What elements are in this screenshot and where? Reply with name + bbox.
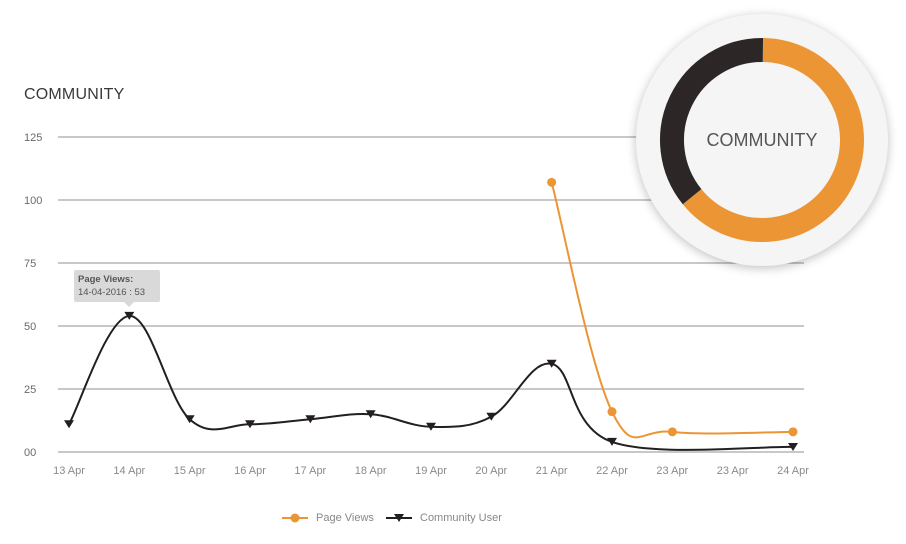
- x-tick-label: 20 Apr: [475, 465, 507, 477]
- tooltip-title: Page Views:: [78, 274, 134, 285]
- y-tick-label: 00: [24, 447, 36, 459]
- data-point: [184, 415, 195, 424]
- data-point: [365, 410, 376, 419]
- data-point: [788, 442, 798, 451]
- data-point: [607, 407, 617, 417]
- data-point: [667, 427, 677, 437]
- y-tick-label: 50: [24, 321, 36, 333]
- data-point: [546, 359, 557, 368]
- donut-card: COMMUNITY: [636, 14, 888, 266]
- chart-tooltip: Page Views: 14-04-2016 : 53: [74, 270, 160, 307]
- y-tick-label: 75: [24, 258, 36, 270]
- legend-item-page-views[interactable]: Page Views: [282, 512, 374, 524]
- triangle-marker-icon: [386, 514, 412, 522]
- data-point: [64, 420, 74, 429]
- data-point: [788, 427, 798, 437]
- data-point: [245, 420, 255, 429]
- x-tick-label: 13 Apr: [53, 465, 85, 477]
- x-tick-label: 22 Apr: [596, 465, 628, 477]
- data-point: [486, 412, 497, 421]
- legend-item-community-user[interactable]: Community User: [386, 512, 502, 524]
- circle-marker-icon: [282, 513, 308, 523]
- x-tick-label: 16 Apr: [234, 465, 266, 477]
- x-tick-label: 23 Apr: [717, 465, 749, 477]
- y-tick-label: 125: [24, 132, 42, 144]
- data-point: [305, 415, 316, 424]
- x-tick-label: 17 Apr: [294, 465, 326, 477]
- donut-center-label: COMMUNITY: [706, 129, 818, 150]
- data-point: [426, 422, 436, 431]
- x-tick-label: 19 Apr: [415, 465, 447, 477]
- y-tick-label: 25: [24, 384, 36, 396]
- data-point: [124, 311, 135, 320]
- x-tick-label: 15 Apr: [174, 465, 206, 477]
- x-tick-label: 14 Apr: [113, 465, 145, 477]
- x-tick-label: 23 Apr: [656, 465, 688, 477]
- tooltip-text: 14-04-2016 : 53: [78, 287, 146, 298]
- chart-title: COMMUNITY: [24, 86, 125, 103]
- series-line: [550, 182, 794, 439]
- data-point: [547, 177, 557, 187]
- y-tick-label: 100: [24, 195, 42, 207]
- series-line: [68, 314, 794, 451]
- legend-label: Page Views: [316, 512, 374, 524]
- donut-slice: [660, 38, 764, 205]
- data-point: [607, 437, 617, 446]
- x-tick-label: 24 Apr: [777, 465, 809, 477]
- legend-label: Community User: [420, 512, 502, 524]
- donut-chart: [660, 38, 864, 242]
- x-tick-label: 21 Apr: [536, 465, 568, 477]
- donut-slice: [682, 38, 864, 242]
- x-tick-label: 18 Apr: [355, 465, 387, 477]
